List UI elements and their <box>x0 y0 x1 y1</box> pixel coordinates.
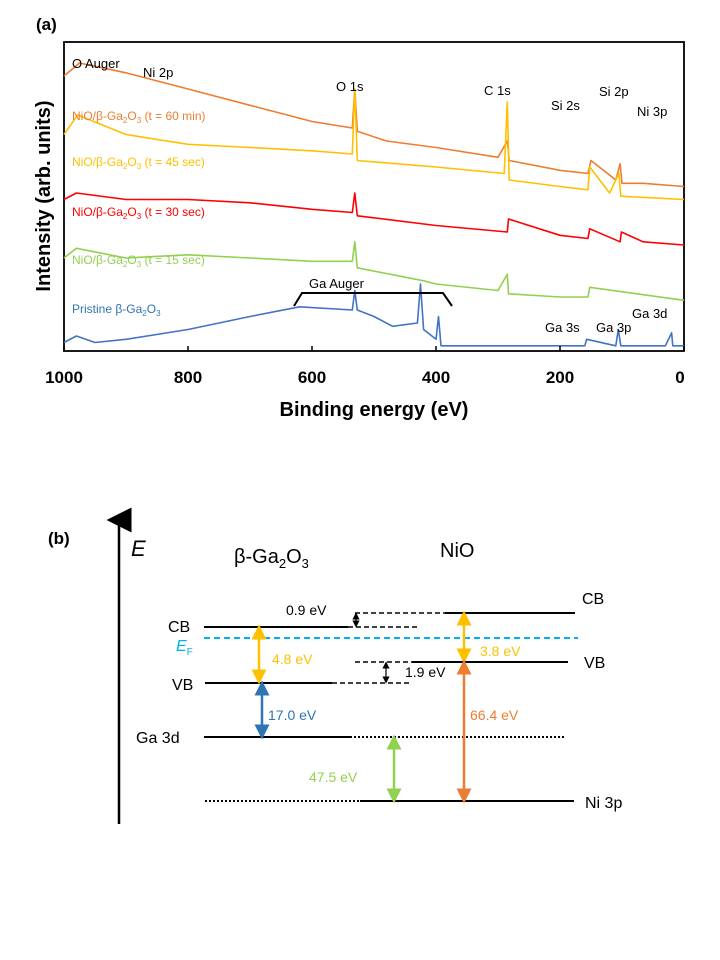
x-tick-label: 800 <box>174 368 202 387</box>
ga-auger-bracket <box>293 292 453 307</box>
x-axis-label: Binding energy (eV) <box>280 399 469 421</box>
peak-label-ga-auger: Ga Auger <box>309 276 365 291</box>
peak-label-ga3s: Ga 3s <box>545 320 580 335</box>
x-tick-label: 200 <box>546 368 574 387</box>
peak-label-o1s: O 1s <box>336 79 364 94</box>
ga3d-vb-value: 17.0 eV <box>268 707 317 723</box>
ni3p-ga3d-value: 47.5 eV <box>309 769 358 785</box>
x-ticks: 1000 800 600 400 200 0 <box>45 346 685 387</box>
ni3p-vb-value: 66.4 eV <box>470 707 519 723</box>
fermi-label: EF <box>176 638 193 658</box>
series-label-pristine: Pristine β-Ga2O3 <box>72 302 161 318</box>
series-label-15sec: NiO/β-Ga2O3 (t = 15 sec) <box>72 253 205 269</box>
panel-b-label: (b) <box>48 529 70 548</box>
cb-offset-value: 0.9 eV <box>286 602 327 618</box>
peak-label-si2p: Si 2p <box>599 84 629 99</box>
series-line-0 <box>63 62 685 188</box>
peak-label-ga3p: Ga 3p <box>596 320 631 335</box>
peak-label-ga3d: Ga 3d <box>632 306 667 321</box>
energy-axis-label: E <box>131 536 146 561</box>
peak-label-si2s: Si 2s <box>551 98 580 113</box>
series-line-4 <box>63 283 684 347</box>
panel-a-label: (a) <box>36 15 57 34</box>
nio-cb-ef-value: 3.8 eV <box>480 643 521 659</box>
series-line-3 <box>63 241 685 302</box>
peak-label-ni3p: Ni 3p <box>637 104 667 119</box>
series-label-30sec: NiO/β-Ga2O3 (t = 30 sec) <box>72 205 205 221</box>
series-line-2 <box>63 192 685 246</box>
x-tick-label: 1000 <box>45 368 83 387</box>
peak-label-o-auger: O Auger <box>72 56 120 71</box>
vb-offset-value: 1.9 eV <box>405 664 446 680</box>
series-label-45sec: NiO/β-Ga2O3 (t = 45 sec) <box>72 155 205 171</box>
ga2o3-title: β-Ga2O3 <box>234 546 309 571</box>
peak-label-ni2p: Ni 2p <box>143 65 173 80</box>
ga2o3-cb-label: CB <box>168 619 190 636</box>
series-label-60min: NiO/β-Ga2O3 (t = 60 min) <box>72 109 206 125</box>
peak-label-c1s: C 1s <box>484 83 511 98</box>
x-tick-label: 600 <box>298 368 326 387</box>
ga2o3-vb-label: VB <box>172 677 193 694</box>
nio-title: NiO <box>440 540 474 562</box>
xps-survey-plot: 1000 800 600 400 200 0 <box>45 41 685 387</box>
x-tick-label: 400 <box>422 368 450 387</box>
plot-frame <box>63 41 685 352</box>
ga3d-label: Ga 3d <box>136 730 180 747</box>
nio-cb-label: CB <box>582 591 604 608</box>
nio-vb-label: VB <box>584 655 605 672</box>
ni3p-label: Ni 3p <box>585 795 622 812</box>
series-line-1 <box>63 88 685 201</box>
x-tick-label: 0 <box>675 368 684 387</box>
y-axis-label: Intensity (arb. units) <box>33 100 55 291</box>
ga2o3-ef-vb-value: 4.8 eV <box>272 651 313 667</box>
series-group <box>63 62 685 347</box>
